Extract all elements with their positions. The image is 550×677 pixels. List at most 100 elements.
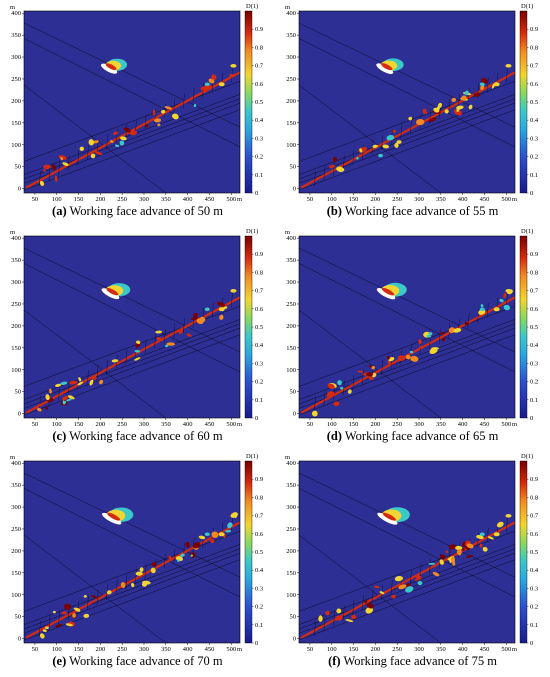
x-tick-label: 500 [501,196,511,203]
fracture-line [125,349,128,365]
y-tick-label: 350 [286,482,296,489]
y-tick-label: 0 [18,186,21,193]
colorbar-tick-label: 0.6 [530,531,539,538]
damage-zone [487,536,494,540]
panel: 50 100 150 200 250 300 350 400 450 500 m 0 50 100 150 2… [275,0,550,225]
damage-zone [505,514,512,518]
y-tick-label: 150 [286,345,296,352]
fracture-line [362,595,364,611]
damage-zone [193,104,197,108]
x-unit-label: m [237,646,242,653]
damage-zone [218,82,225,87]
upper-damage-zone [382,512,397,521]
fracture-line [362,370,364,386]
damage-zone [444,109,449,114]
colorbar [519,460,528,644]
damage-zone [452,561,456,566]
colorbar-tick-label: 0.7 [530,513,539,520]
fracture-line [371,589,374,605]
damage-zone [79,146,85,151]
damage-zone [90,153,96,159]
x-tick-label: 150 [74,646,84,653]
x-tick-label: 500 [226,196,236,203]
damage-zone [55,623,63,628]
fracture-line [144,114,147,129]
y-tick-label: 150 [11,120,21,127]
x-tick-label: 250 [117,196,127,203]
colorbar-tick-label: 0.9 [255,476,263,483]
x-tick-label: 400 [458,646,468,653]
colorbar-tick-label: 0.4 [530,567,539,574]
damage-zone [419,345,423,349]
damage-zone [456,107,460,112]
damage-zone [51,164,57,171]
damage-zone [356,157,359,160]
colorbar-tick-label: 0.7 [530,288,539,295]
fracture-line [163,553,166,569]
colorbar-tick-label: 0.9 [530,26,538,33]
stratum-line [299,530,515,612]
colorbar-tick-label: 0.1 [255,622,263,629]
damage-zone [396,140,402,144]
x-tick-label: 450 [480,196,490,203]
colorbar-tick-label: 0.7 [255,288,264,295]
damage-zone [62,162,69,167]
colorbar-tick-label: 0.7 [530,63,539,70]
damage-zone [406,583,412,588]
colorbar-tick-label: 0.3 [255,360,263,367]
y-tick-label: 50 [290,389,297,396]
damage-zone [365,607,374,614]
colorbar-tick-label: 0.2 [255,154,263,161]
x-tick-label: 50 [307,646,314,653]
colorbar-label: D(1) [246,3,258,10]
stratum-line [24,559,240,641]
damage-zone [347,389,352,394]
x-tick-label: 100 [327,196,337,203]
y-tick-label: 0 [18,636,21,643]
y-tick-label: 400 [11,10,21,17]
colorbar-tick-label: 0 [530,640,533,647]
damage-zone [136,340,141,345]
y-tick-label: 100 [11,142,21,149]
damage-zone [113,131,118,135]
plot-content [299,472,515,643]
fracture-line [448,548,451,564]
damage-zone [230,64,237,68]
x-tick-label: 400 [458,196,468,203]
y-tick-label: 0 [293,186,296,193]
y-tick-label: 350 [11,257,21,264]
damage-zone [208,78,215,84]
fracture-line [211,302,214,318]
damage-zone [198,535,206,540]
colorbar [244,460,253,644]
fracture-line [58,385,60,401]
damage-zone [359,148,363,153]
panel-caption-text: Working face advance of 60 m [66,429,223,443]
x-tick-label: 50 [32,646,39,653]
damage-zone [65,623,74,627]
colorbar-tick-label: 0.2 [255,379,263,386]
colorbar-tick-label: 0.9 [255,251,263,258]
x-tick-label: 150 [74,196,84,203]
damage-zone [493,532,500,537]
plot-content [24,22,240,193]
damage-zone [493,307,500,312]
damage-zone [119,140,125,146]
colorbar [244,235,253,419]
damage-zone [134,349,141,353]
damage-zone [391,594,396,599]
fracture-line [125,124,128,140]
fracture-line [77,150,80,166]
damage-zone [203,84,212,91]
damage-zone [39,633,45,639]
damage-zone [77,381,84,386]
x-tick-label: 350 [161,196,171,203]
damage-zone [480,304,484,308]
damage-zone [45,406,49,410]
damage-zone [503,304,511,311]
damage-zone [415,119,425,126]
fracture-line [173,548,176,564]
damage-zone [405,354,411,360]
colorbar-tick-label: 0.3 [530,360,538,367]
plot-background [299,461,515,643]
